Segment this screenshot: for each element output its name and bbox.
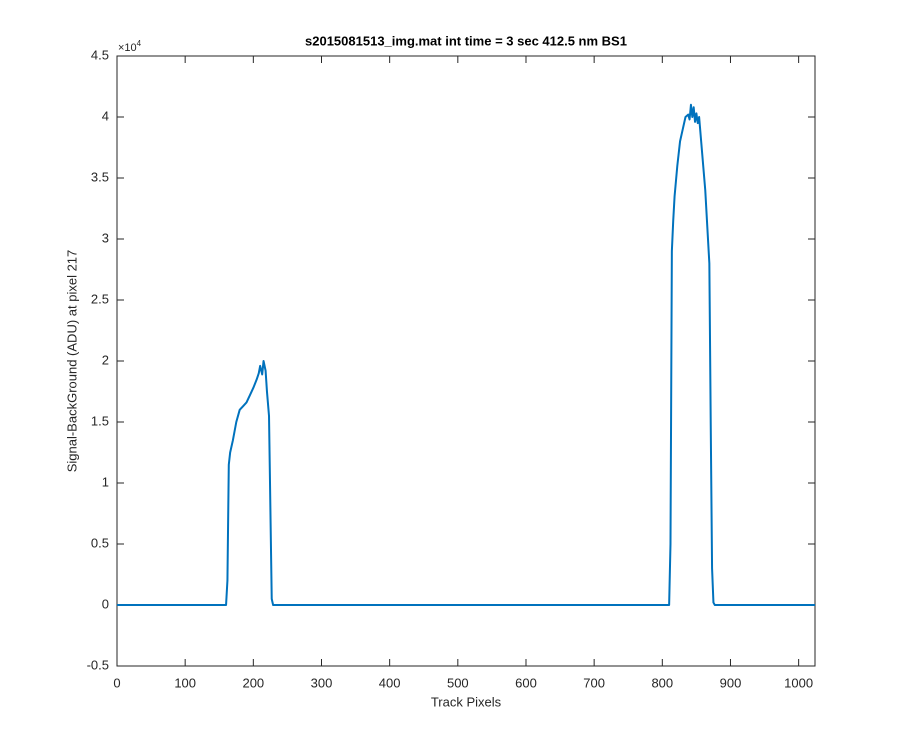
y-tick-label: 3.5 (91, 169, 109, 184)
x-tick-label: 300 (311, 675, 333, 690)
chart-title: s2015081513_img.mat int time = 3 sec 412… (305, 33, 627, 48)
y-multiplier: ×104 (118, 39, 142, 54)
y-tick-label: 1.5 (91, 413, 109, 428)
y-tick-label: 2 (102, 352, 109, 367)
multiplier-exponent: 4 (137, 39, 142, 48)
y-axis-label: Signal-BackGround (ADU) at pixel 217 (64, 250, 79, 473)
data-line (117, 103, 815, 606)
x-tick-label: 100 (174, 675, 196, 690)
x-tick-label: 900 (720, 675, 742, 690)
x-tick-label: 0 (113, 675, 120, 690)
x-tick-label: 1000 (784, 675, 813, 690)
plot-area (116, 55, 816, 667)
y-tick-label: 0.5 (91, 535, 109, 550)
y-tick-label: -0.5 (87, 657, 109, 672)
x-tick-label: 200 (242, 675, 264, 690)
y-tick-label: 4 (102, 108, 109, 123)
x-tick-label: 700 (583, 675, 605, 690)
y-tick-label: 0 (102, 596, 109, 611)
multiplier-base: ×10 (118, 42, 137, 54)
x-axis-label: Track Pixels (431, 694, 502, 709)
y-tick-label: 3 (102, 230, 109, 245)
x-tick-label: 600 (515, 675, 537, 690)
x-tick-label: 500 (447, 675, 469, 690)
x-tick-label: 400 (379, 675, 401, 690)
y-tick-label: 4.5 (91, 47, 109, 62)
x-tick-label: 800 (651, 675, 673, 690)
y-tick-label: 2.5 (91, 291, 109, 306)
y-tick-label: 1 (102, 474, 109, 489)
